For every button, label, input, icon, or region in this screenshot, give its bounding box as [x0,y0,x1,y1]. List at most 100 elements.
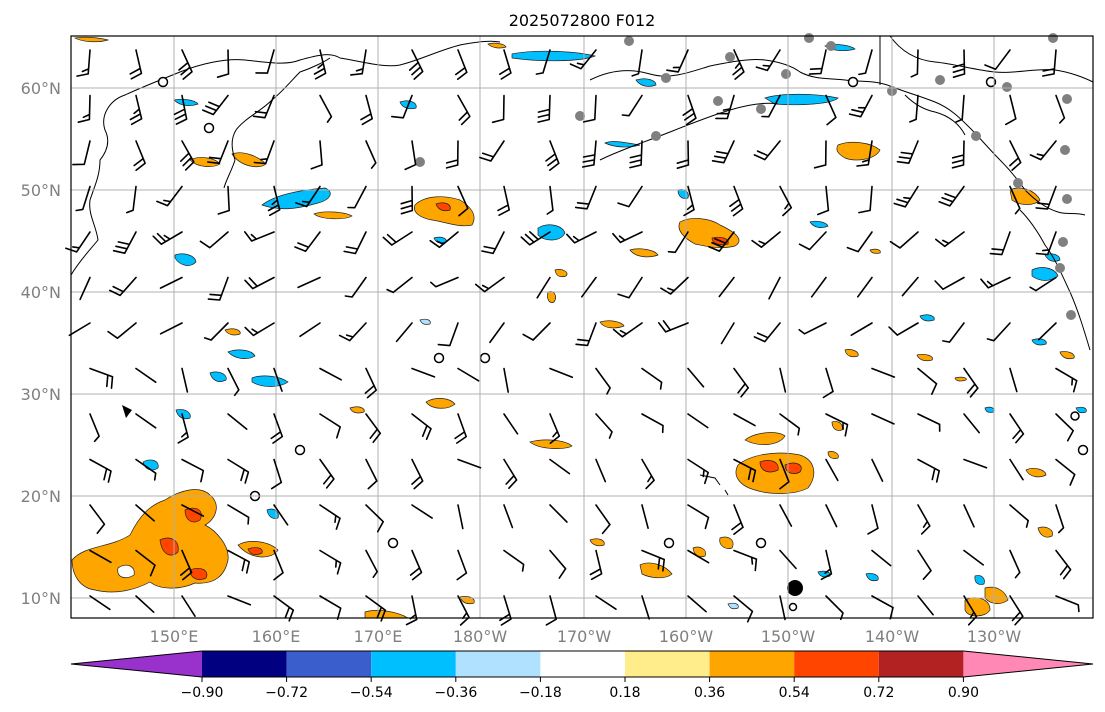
wind-barb [909,94,919,123]
wind-barb [682,94,697,126]
wind-barb [217,185,230,215]
negative-anomaly-patches [142,44,1087,610]
wind-barb [676,140,690,169]
wind-barb [89,458,112,483]
wind-barb [989,231,1011,256]
wind-barb [687,413,709,429]
wind-barb [135,458,157,481]
wind-barb [216,49,230,78]
wind-barb [181,367,189,393]
wind-barb [581,140,597,168]
wind-barb [779,504,793,527]
wind-barb [825,94,837,126]
wind-barb [255,49,275,74]
wind-barb [499,49,512,80]
lat-label: 30°N [21,385,61,404]
wind-barb [408,49,424,80]
wind-barb [181,595,196,617]
wind-barb [227,549,250,574]
wind-barb [156,185,183,207]
wind-barb [177,413,189,444]
wind-barb [917,504,931,535]
colorbar-segment [455,651,541,677]
gridlines [71,36,1093,618]
wind-barb [917,367,938,395]
wind-barb [319,549,342,575]
wind-barb [1009,140,1022,171]
wind-barb [952,49,966,78]
wind-barb [666,49,689,73]
wind-barb [733,413,756,427]
wind-barb [715,94,735,120]
lon-label: 170°W [557,627,612,646]
wind-barb [612,322,643,338]
colorbar-tick-label: 0.72 [863,685,894,701]
wind-barb [199,231,229,249]
wind-barb [159,322,183,335]
colorbar-segment [878,651,964,677]
wind-barb [871,458,884,482]
wind-barb [871,549,892,567]
wind-barb [733,367,749,398]
wind-barb [457,504,464,530]
longitude-labels: 150°E 160°E 170°E 180°W 170°W 160°W 150°… [150,627,1022,646]
wind-barb [499,595,512,626]
wind-barb [313,49,327,80]
wind-barb [641,458,655,490]
wind-barb [365,413,382,444]
wind-barb [409,549,423,581]
wind-barb [382,231,413,246]
wind-barb [1009,413,1025,444]
wind-barb [491,94,505,124]
lon-label: 160°E [252,627,301,646]
wind-barb [178,49,193,80]
wind-barb [343,231,367,255]
wind-barb [779,185,793,217]
wind-barb [963,367,979,398]
wind-barb [963,458,988,469]
station-circles-open [157,76,1089,612]
wind-barb [386,276,413,294]
wind-barb [227,595,252,606]
wind-barb [454,413,467,444]
wind-barb [253,140,275,165]
wind-barb [867,504,879,535]
wind-barb [411,413,432,440]
wind-barb [822,367,834,399]
wind-barb [732,49,745,80]
wind-barb [1009,458,1024,481]
wind-barb [549,549,567,579]
wind-barb [365,140,377,169]
wind-barb [856,140,873,167]
wind-barb [520,231,551,246]
lon-label: 160°W [659,627,714,646]
wind-barb [457,185,469,217]
wind-barb [1009,504,1029,528]
wind-barb [135,413,157,429]
wind-barb [89,595,111,611]
wind-barb [474,276,505,293]
wind-barb [457,94,471,126]
wind-barb [503,549,525,572]
wind-barb [1009,367,1018,393]
wind-barb [951,140,965,169]
wind-barb [549,367,574,379]
wind-barb [1029,276,1057,292]
wind-barb [295,185,321,208]
wind-barb [503,458,518,489]
wind-barb [244,231,275,242]
wind-barb [546,185,554,215]
station-dots-gray [415,33,1076,320]
wind-barb [549,458,571,475]
lat-label: 50°N [21,181,61,200]
wind-barb [536,276,551,299]
wind-barb [360,94,373,126]
wind-barb [1009,185,1021,215]
wind-barb [820,549,833,581]
lon-label: 140°W [865,627,920,646]
wind-barb [595,413,613,439]
wind-barb [89,504,106,534]
wind-barb [112,231,137,254]
wind-barb [273,549,284,581]
